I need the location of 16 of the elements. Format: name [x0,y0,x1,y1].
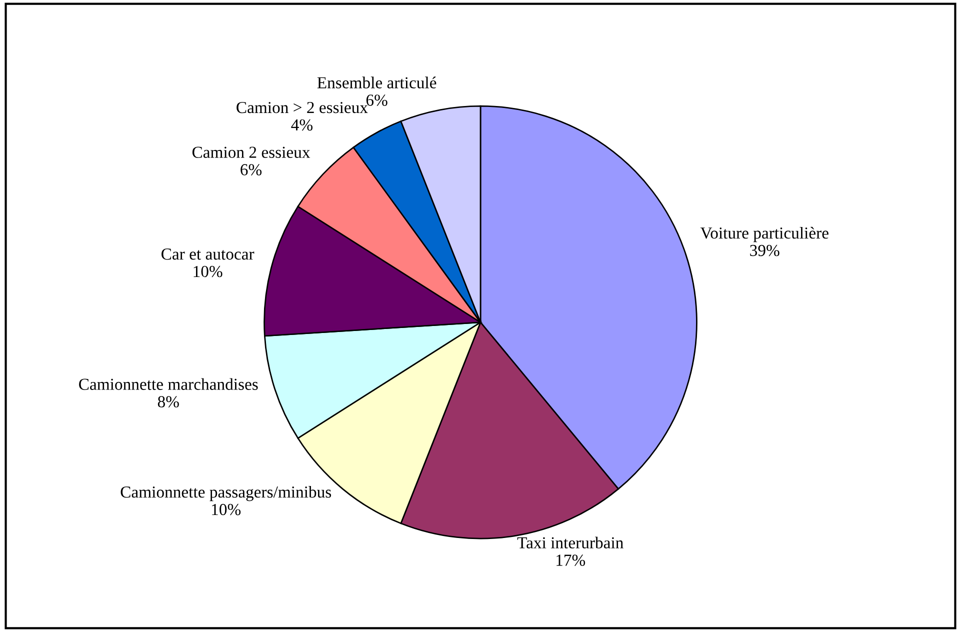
data-label: 10% [212,504,241,516]
data-label: 6% [240,164,262,176]
slice-label: Camion > 2 essieux [236,102,368,114]
slice-label: Taxi interurbain [517,536,624,548]
slice-label: Voiture particulière [700,226,828,242]
data-label: 4% [291,119,312,131]
slice-label: Camion 2 essieux [192,146,310,158]
slice-label: Camionnette marchandises [79,378,258,390]
data-label: 6% [366,94,388,106]
data-label: 8% [158,396,179,408]
slice-label: Camionnette passagers/minibus [120,486,332,502]
data-label: 39% [750,244,780,256]
data-label: 10% [194,266,222,278]
slice-label: Ensemble articulé [317,76,436,88]
data-label: 17% [556,554,586,566]
slice-label: Car et autocar [162,248,254,260]
